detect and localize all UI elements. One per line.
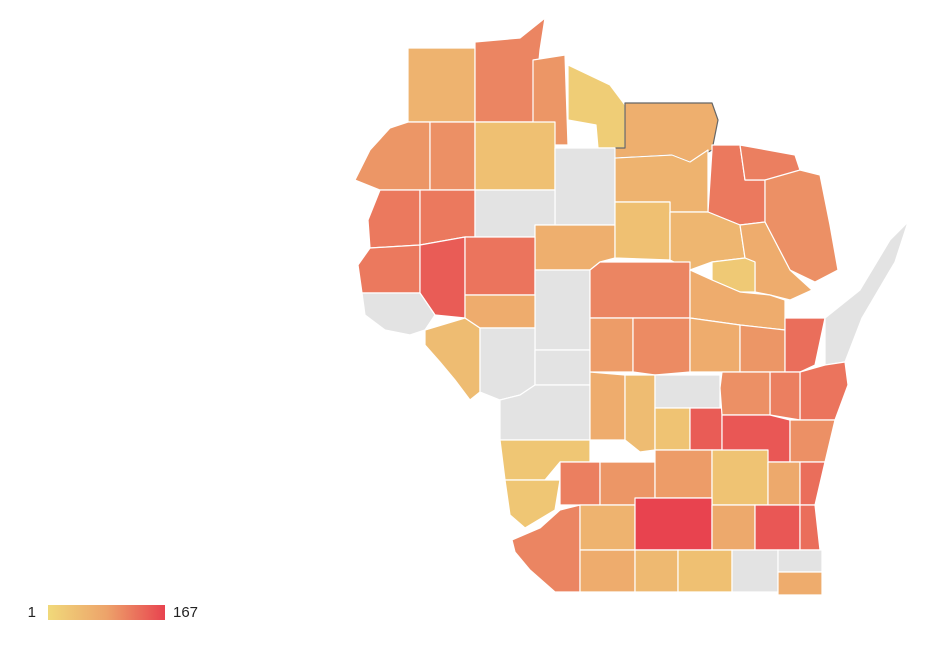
county bbox=[429, 121, 476, 191]
county bbox=[567, 64, 626, 149]
county bbox=[554, 147, 616, 226]
county bbox=[464, 236, 536, 296]
county bbox=[534, 349, 591, 386]
county bbox=[474, 121, 556, 191]
county bbox=[464, 294, 536, 329]
county bbox=[354, 121, 431, 191]
county bbox=[367, 189, 421, 249]
counties bbox=[354, 17, 909, 596]
county bbox=[784, 317, 826, 373]
county bbox=[634, 497, 713, 551]
county bbox=[654, 374, 721, 409]
county bbox=[357, 244, 421, 294]
county bbox=[777, 549, 823, 573]
county bbox=[731, 549, 779, 593]
county bbox=[799, 361, 849, 421]
county bbox=[624, 374, 656, 453]
county bbox=[777, 571, 823, 596]
legend-scale bbox=[48, 605, 165, 620]
county bbox=[407, 47, 476, 123]
county bbox=[361, 292, 436, 336]
county bbox=[799, 461, 826, 506]
county bbox=[634, 549, 679, 593]
county bbox=[689, 407, 723, 451]
county bbox=[689, 317, 741, 373]
county bbox=[504, 479, 561, 529]
county bbox=[534, 269, 591, 351]
county bbox=[654, 449, 713, 499]
legend-max: 167 bbox=[173, 604, 198, 621]
county bbox=[579, 504, 636, 551]
county bbox=[632, 317, 691, 376]
legend-min: 1 bbox=[28, 604, 36, 621]
county bbox=[789, 419, 836, 463]
county bbox=[711, 449, 769, 506]
county bbox=[424, 317, 481, 401]
county bbox=[419, 236, 466, 319]
county bbox=[589, 261, 691, 319]
county bbox=[589, 317, 634, 373]
county bbox=[589, 371, 626, 441]
county bbox=[824, 221, 909, 366]
county bbox=[739, 324, 786, 373]
county bbox=[614, 201, 671, 261]
county bbox=[711, 504, 756, 551]
county bbox=[719, 371, 771, 416]
county bbox=[769, 371, 801, 421]
county bbox=[677, 549, 733, 593]
county bbox=[767, 461, 801, 506]
county bbox=[579, 549, 636, 593]
county bbox=[799, 504, 821, 551]
legend: 1 167 bbox=[28, 604, 198, 621]
county bbox=[654, 407, 691, 451]
county bbox=[559, 461, 601, 506]
county bbox=[479, 327, 536, 401]
county bbox=[754, 504, 801, 551]
